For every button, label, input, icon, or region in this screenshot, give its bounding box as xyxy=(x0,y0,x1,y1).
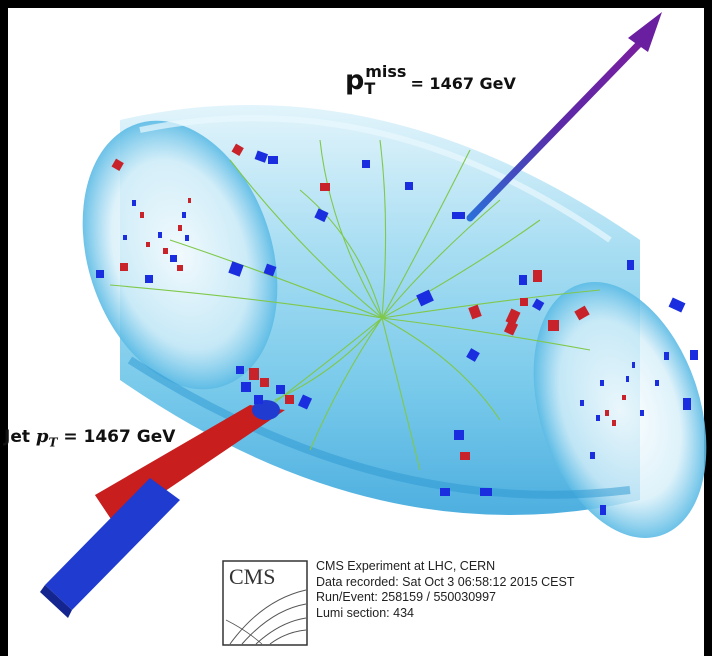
met-label-prefix: p xyxy=(345,65,365,96)
jet-label-text: Jet xyxy=(4,427,30,447)
jet-label-var-p: p xyxy=(35,426,49,447)
cms-logo-text: CMS xyxy=(229,564,275,589)
cms-logo: CMS xyxy=(222,560,308,646)
met-label-sub: T xyxy=(364,79,376,98)
jet-label-var-sub: T xyxy=(48,435,58,450)
info-line-run: Run/Event: 258159 / 550030997 xyxy=(316,590,497,604)
met-label-sup: miss xyxy=(365,62,407,81)
met-label: pTmiss= 1467 GeV xyxy=(345,62,516,98)
info-line-date: Data recorded: Sat Oct 3 06:58:12 2015 C… xyxy=(316,574,575,589)
tracks xyxy=(109,139,601,471)
top-border xyxy=(0,0,712,8)
jet-label-value: = 1467 GeV xyxy=(63,427,176,447)
met-label-value: = 1467 GeV xyxy=(410,74,516,93)
cms-logo-svg: CMS xyxy=(222,560,308,646)
jet-label-var: pT xyxy=(35,426,58,450)
event-info: CMS Experiment at LHC, CERN Data recorde… xyxy=(316,559,574,621)
calorimeter-deposits xyxy=(96,143,698,515)
info-line-lumi: Lumi section: 434 xyxy=(316,605,414,620)
jet-label: Jet pT = 1467 GeV xyxy=(4,426,175,450)
info-line-experiment: CMS Experiment at LHC, CERN xyxy=(316,559,496,573)
met-arrow xyxy=(466,12,662,222)
right-border xyxy=(704,0,712,656)
jet-cone xyxy=(40,400,285,618)
left-border xyxy=(0,0,8,656)
